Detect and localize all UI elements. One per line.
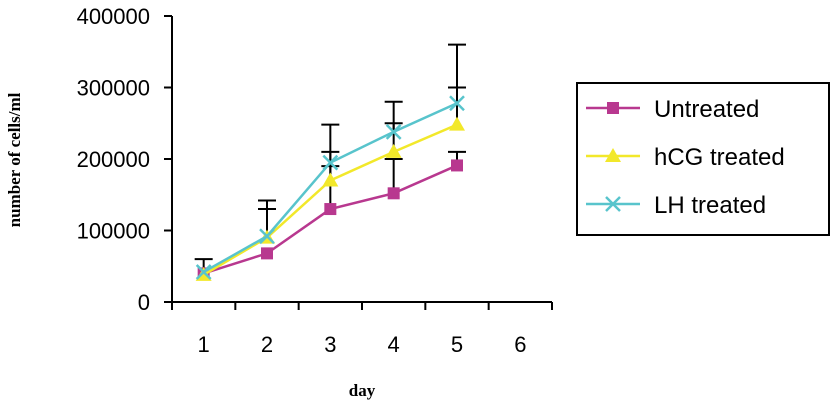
series-untreated xyxy=(197,159,463,280)
data-point-x-stroke xyxy=(385,123,402,140)
data-point-triangle xyxy=(322,172,339,187)
data-point-x xyxy=(605,196,621,212)
data-point-x-stroke xyxy=(449,95,465,112)
y-tick-label: 300000 xyxy=(77,76,150,101)
data-point-triangle xyxy=(385,143,402,158)
data-point-square xyxy=(261,247,273,260)
y-tick-label: 0 xyxy=(138,290,150,315)
y-axis-title: number of cells/ml xyxy=(5,92,24,227)
x-tick-label: 5 xyxy=(451,332,463,357)
data-point-x-stroke xyxy=(195,264,212,280)
x-tick-label: 2 xyxy=(261,332,273,357)
legend-label: LH treated xyxy=(654,192,766,219)
data-point-square xyxy=(324,203,337,216)
series-lh-treated xyxy=(195,95,465,280)
data-point-square xyxy=(387,187,400,200)
y-axis-ticks: 0 100000 200000 300000 400000 xyxy=(77,4,172,315)
data-point-square xyxy=(607,102,619,114)
data-point-x xyxy=(195,264,212,280)
data-point-x-stroke xyxy=(322,154,339,171)
data-point-x-stroke xyxy=(605,196,621,212)
x-tick-label: 6 xyxy=(514,332,526,357)
data-point-x xyxy=(259,228,275,245)
data-point-x xyxy=(385,123,402,140)
data-point-x xyxy=(449,95,465,112)
data-point-square xyxy=(451,159,463,172)
data-point-triangle xyxy=(449,116,465,131)
x-tick-label: 3 xyxy=(324,332,336,357)
data-point-triangle xyxy=(605,148,621,162)
y-tick-label: 400000 xyxy=(77,4,150,29)
legend-label: Untreated xyxy=(654,96,759,123)
y-tick-label: 200000 xyxy=(77,147,150,172)
x-tick-label: 4 xyxy=(388,332,400,357)
x-tick-label: 1 xyxy=(198,332,210,357)
error-bars xyxy=(194,43,466,272)
data-point-x xyxy=(322,154,339,171)
x-axis-ticks: 1 2 3 4 5 6 xyxy=(171,302,553,357)
axes xyxy=(171,16,552,303)
y-tick-label: 100000 xyxy=(77,219,150,244)
data-point-x-stroke xyxy=(259,228,275,245)
series-group xyxy=(195,95,465,281)
x-axis-title: day xyxy=(349,381,376,400)
legend-label: hCG treated xyxy=(654,144,785,171)
legend: Untreated hCG treated LH treated xyxy=(576,82,830,236)
